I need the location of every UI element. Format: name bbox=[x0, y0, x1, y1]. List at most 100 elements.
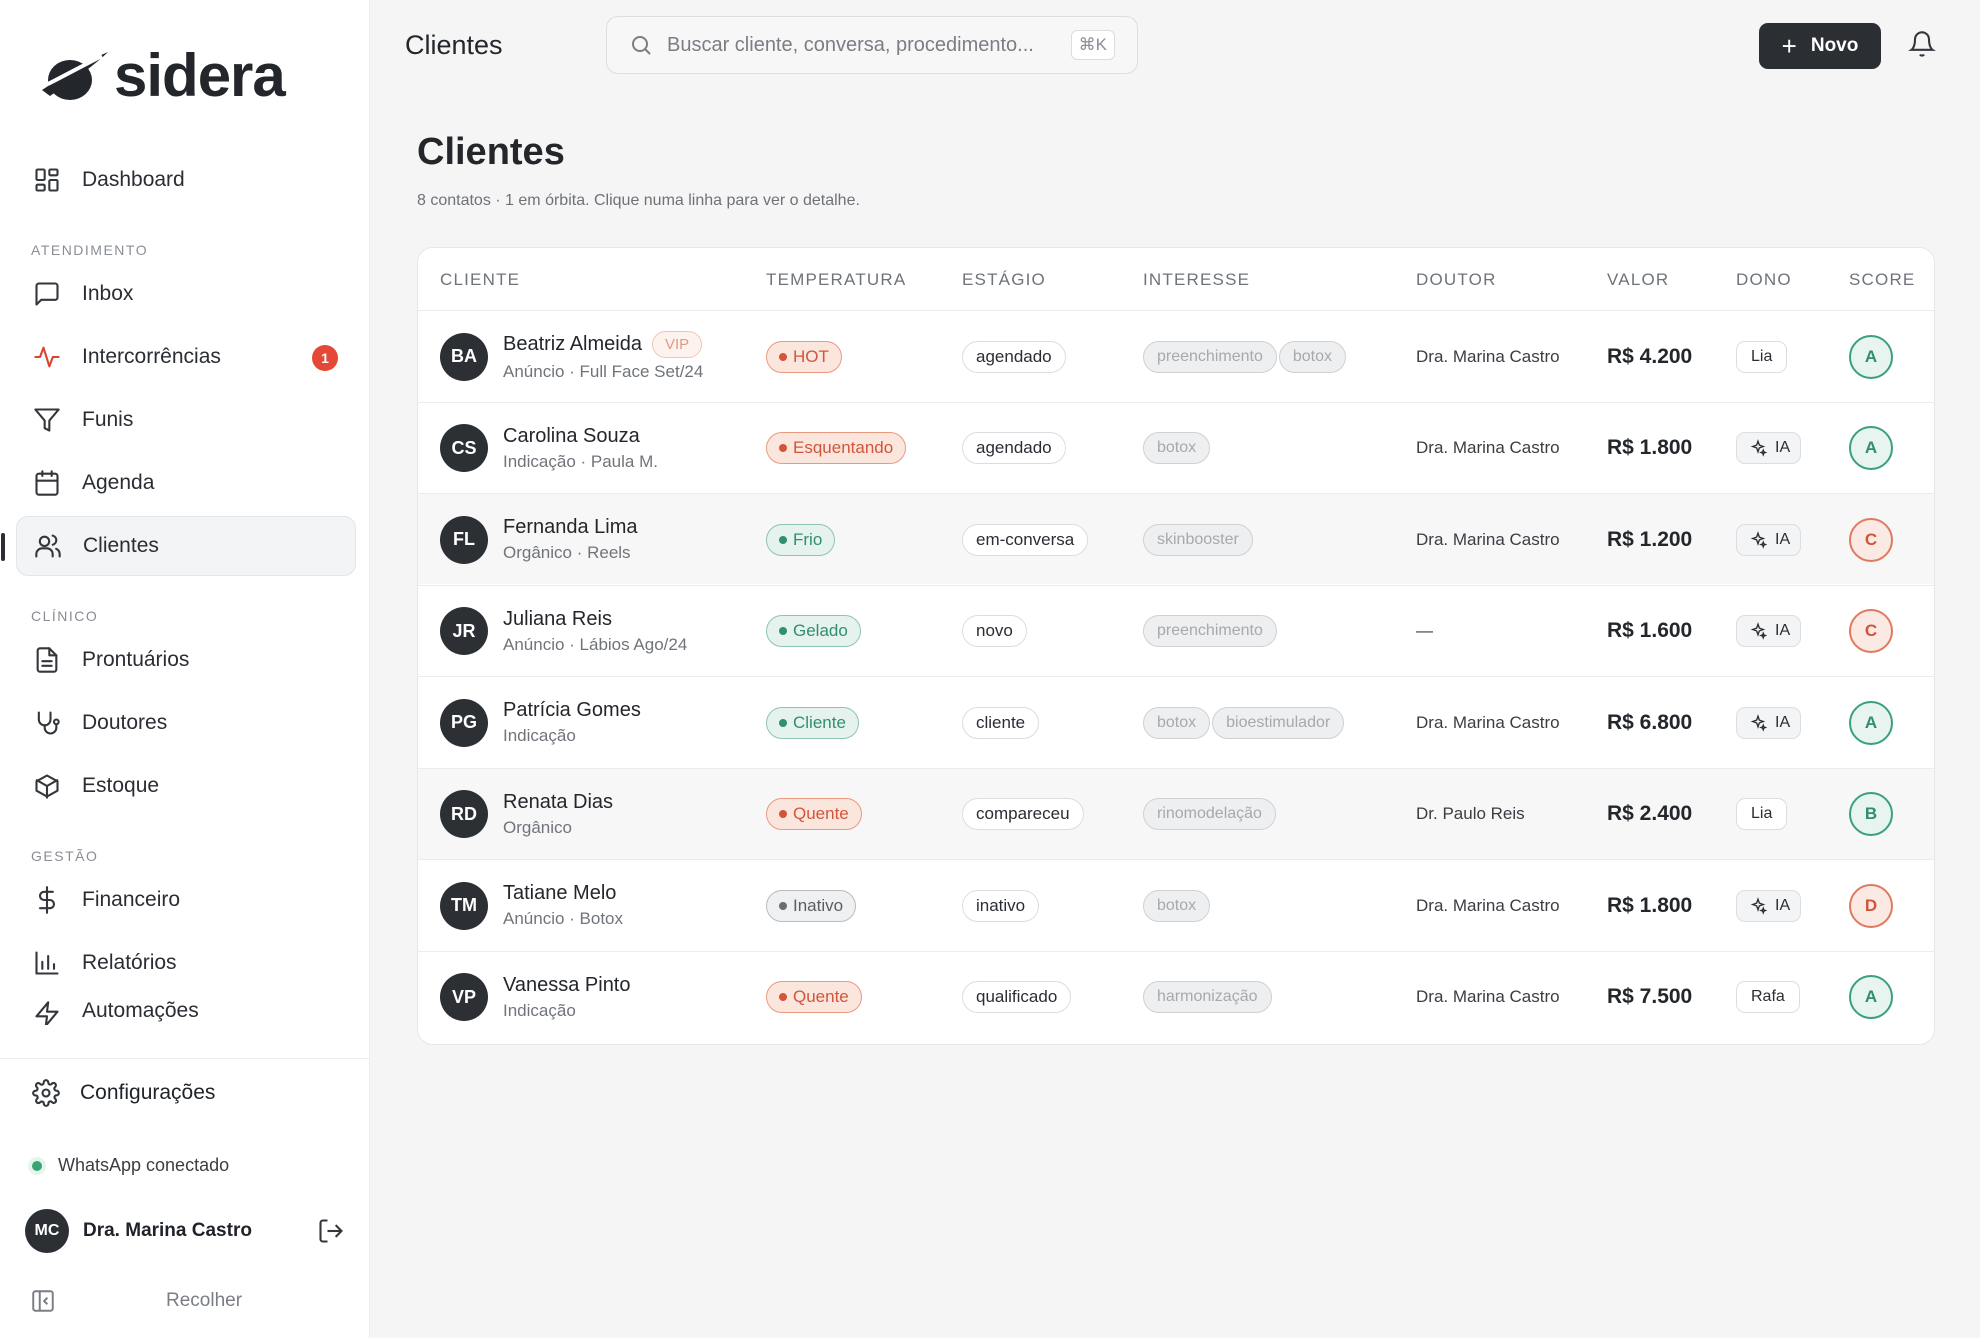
temperature-label: Esquentando bbox=[793, 438, 894, 457]
sidebar-item-label: Prontuários bbox=[82, 648, 190, 671]
column-header-estagio[interactable]: ESTÁGIO bbox=[962, 270, 1046, 289]
doctor-name: Dra. Marina Castro bbox=[1416, 346, 1560, 366]
interest-cell: skinbooster bbox=[1143, 494, 1255, 585]
client-info: Renata Dias Orgânico bbox=[503, 791, 613, 838]
calendar-icon bbox=[32, 468, 62, 498]
table-row[interactable]: CS Carolina Souza Indicação · Paula M. Esqu… bbox=[418, 401, 1934, 494]
sidebar-item-estoque[interactable]: Estoque bbox=[16, 756, 356, 816]
active-indicator bbox=[1, 533, 5, 561]
sidebar-item-label: Agenda bbox=[82, 471, 155, 494]
interest-cell: botox bbox=[1143, 860, 1212, 951]
sidebar-item-agenda[interactable]: Agenda bbox=[16, 453, 356, 513]
sidebar-item-doutores[interactable]: Doutores bbox=[16, 693, 356, 753]
table-row[interactable]: RD Renata Dias Orgânico Quente compareceu rin… bbox=[418, 767, 1934, 860]
temperature-label: Cliente bbox=[793, 712, 846, 732]
stage-cell: qualificado bbox=[962, 952, 1072, 1043]
status-dot bbox=[32, 1160, 42, 1171]
client-cell: TM Tatiane Melo Anúncio · Botox bbox=[440, 860, 623, 951]
search-box[interactable]: ⌘K bbox=[606, 16, 1138, 74]
sidebar-item-label: Inbox bbox=[82, 282, 134, 305]
client-name-text: Vanessa Pinto bbox=[503, 973, 631, 996]
topbar-title: Clientes bbox=[405, 30, 503, 60]
score-cell: C bbox=[1849, 494, 1893, 585]
column-header-dono[interactable]: DONO bbox=[1736, 270, 1792, 289]
table-row[interactable]: JR Juliana Reis Anúncio · Lábios Ago/24 Gel… bbox=[418, 584, 1934, 676]
sidebar-item-label: Estoque bbox=[82, 774, 160, 797]
column-header-interesse[interactable]: INTERESSE bbox=[1143, 270, 1251, 289]
table-row[interactable]: FL Fernanda Lima Orgânico · Reels Frio em-co… bbox=[418, 493, 1934, 584]
temperature-badge: HOT bbox=[766, 340, 842, 373]
stage-cell: cliente bbox=[962, 677, 1040, 768]
table-row[interactable]: VP Vanessa Pinto Indicação Quente qualificad… bbox=[418, 950, 1934, 1043]
client-info: Patrícia Gomes Indicação bbox=[503, 699, 641, 746]
sidebar-item-funis[interactable]: Funis bbox=[16, 390, 356, 450]
table-row[interactable]: TM Tatiane Melo Anúncio · Botox Inativo inat… bbox=[418, 859, 1934, 950]
column-header-temperatura[interactable]: TEMPERATURA bbox=[766, 270, 907, 289]
stage-cell: agendado bbox=[962, 311, 1066, 402]
doctor-name: Dra. Marina Castro bbox=[1416, 895, 1560, 915]
search-input[interactable] bbox=[667, 33, 1057, 57]
client-name: Vanessa Pinto bbox=[503, 974, 631, 997]
client-source: Indicação bbox=[503, 726, 576, 745]
client-source: Indicação bbox=[503, 1000, 576, 1020]
sidebar-item-dashboard[interactable]: Dashboard bbox=[16, 150, 356, 210]
client-source: Orgânico bbox=[503, 817, 572, 837]
sidebar-item-clientes[interactable]: Clientes bbox=[1, 516, 356, 576]
column-header-doutor[interactable]: DOUTOR bbox=[1416, 270, 1497, 289]
sidebar-item-automacoes[interactable]: Automações bbox=[16, 999, 356, 1025]
interest-cell: botox bioestimulador bbox=[1143, 677, 1346, 768]
column-header-score[interactable]: SCORE bbox=[1849, 270, 1916, 289]
value-cell: R$ 2.400 bbox=[1607, 769, 1692, 860]
sparkle-icon bbox=[1750, 713, 1767, 732]
logout-icon[interactable] bbox=[317, 1217, 345, 1250]
interest-cell: botox bbox=[1143, 403, 1212, 494]
owner-cell: Rafa bbox=[1736, 952, 1800, 1043]
column-header-valor[interactable]: VALOR bbox=[1607, 270, 1670, 289]
brand-logo[interactable]: sidera bbox=[40, 40, 286, 110]
interest-tag: rinomodelação bbox=[1143, 798, 1276, 830]
table-row[interactable]: PG Patrícia Gomes Indicação Cliente cliente b… bbox=[418, 676, 1934, 767]
score-cell: D bbox=[1849, 860, 1893, 951]
temperature-label: Gelado bbox=[793, 621, 848, 640]
client-name: Renata Dias bbox=[503, 791, 613, 814]
shortcut-hint: ⌘K bbox=[1070, 30, 1115, 60]
stage-badge: agendado bbox=[962, 340, 1066, 373]
interest-tag: harmonização bbox=[1143, 981, 1272, 1013]
sidebar-item-intercorrencias[interactable]: Intercorrências 1 bbox=[16, 327, 356, 387]
sidebar-item-configuracoes[interactable]: Configurações bbox=[32, 1079, 215, 1107]
interest-tag: skinbooster bbox=[1143, 523, 1253, 556]
sidebar-item-relatorios[interactable]: Relatórios bbox=[16, 933, 356, 993]
new-button[interactable]: + Novo bbox=[1759, 23, 1881, 69]
table-row[interactable]: BA Beatriz Almeida VIP Anúncio · Full Face … bbox=[418, 310, 1934, 401]
temperature-cell: Inativo bbox=[766, 860, 857, 951]
table-header: CLIENTE TEMPERATURA ESTÁGIO INTERESSE DO… bbox=[418, 248, 1934, 310]
column-header-cliente[interactable]: CLIENTE bbox=[440, 270, 521, 289]
score-badge: A bbox=[1849, 975, 1893, 1019]
status-dot bbox=[779, 810, 787, 818]
sparkle-icon bbox=[1750, 622, 1767, 640]
plus-icon: + bbox=[1781, 31, 1797, 61]
interest-cell: preenchimento botox bbox=[1143, 311, 1348, 402]
client-name: Fernanda Lima bbox=[503, 516, 638, 539]
doctor-cell: Dra. Marina Castro bbox=[1416, 403, 1560, 494]
deal-value: R$ 4.200 bbox=[1607, 344, 1693, 368]
sidebar-item-financeiro[interactable]: Financeiro bbox=[16, 870, 356, 930]
interest-cell: rinomodelação bbox=[1143, 769, 1278, 860]
temperature-badge: Esquentando bbox=[766, 432, 907, 464]
whatsapp-status: WhatsApp conectado bbox=[32, 1155, 229, 1176]
sidebar-item-inbox[interactable]: Inbox bbox=[16, 264, 356, 324]
score-cell: A bbox=[1849, 311, 1893, 402]
dashboard-icon bbox=[32, 165, 62, 195]
sidebar-item-prontuarios[interactable]: Prontuários bbox=[16, 630, 356, 690]
stage-cell: agendado bbox=[962, 403, 1066, 494]
interest-tag: preenchimento bbox=[1143, 340, 1277, 373]
doctor-cell: Dra. Marina Castro bbox=[1416, 311, 1560, 402]
interest-tag: botox bbox=[1143, 706, 1211, 739]
interest-tag: botox bbox=[1278, 340, 1346, 373]
user-profile[interactable]: MC Dra. Marina Castro bbox=[25, 1206, 345, 1256]
collapse-sidebar-button[interactable]: Recolher bbox=[30, 1281, 350, 1321]
topbar: Clientes ⌘K + Novo bbox=[371, 0, 1980, 90]
interest-cell: harmonização bbox=[1143, 952, 1274, 1043]
notifications-button[interactable] bbox=[1908, 30, 1936, 63]
